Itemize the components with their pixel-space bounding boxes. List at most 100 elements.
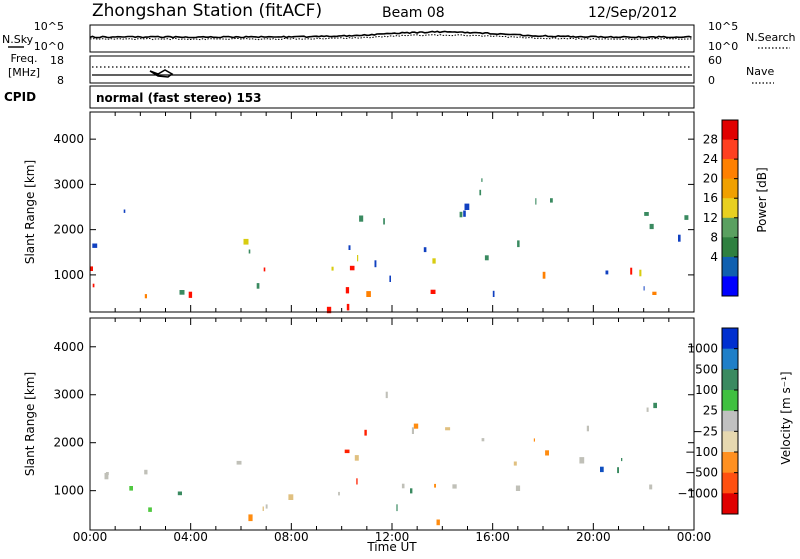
scatter-cell xyxy=(579,457,585,464)
scatter-cell xyxy=(364,429,367,436)
scatter-cell xyxy=(92,283,95,288)
scatter-cell xyxy=(684,215,689,220)
scatter-cell xyxy=(644,212,649,216)
nsky-tick-low: 10^0 xyxy=(34,40,64,53)
y-tick-label: 1000 xyxy=(53,484,84,498)
scatter-cell xyxy=(600,466,604,473)
x-tick-label: 20:00 xyxy=(576,530,611,544)
colorbar-tick-label: −25 xyxy=(693,424,718,438)
scatter-cell xyxy=(413,423,419,429)
scatter-cell xyxy=(92,243,98,248)
scatter-cell xyxy=(179,290,185,295)
x-tick-label: 00:00 xyxy=(73,530,108,544)
colorbar-swatch xyxy=(722,472,738,494)
scatter-cell xyxy=(248,514,253,522)
y-tick-label: 1000 xyxy=(53,268,84,282)
scatter-cell xyxy=(123,209,126,213)
colorbar-swatch xyxy=(722,493,738,515)
power-panel: 4000 3000 2000 1000 Slant Range [km] 28 24 20… xyxy=(23,111,769,314)
scatter-cell xyxy=(542,271,546,279)
power-frame xyxy=(89,111,695,313)
scatter-cell xyxy=(374,260,377,268)
velocity-colorbar-label: Velocity [m s⁻¹] xyxy=(779,371,793,464)
scatter-cell xyxy=(423,247,427,253)
colorbar-tick-label: 100 xyxy=(695,383,718,397)
scatter-cell xyxy=(348,245,351,250)
scatter-cell xyxy=(90,266,93,271)
colorbar-tick-label: −1000 xyxy=(677,486,718,500)
scatter-cell xyxy=(383,218,385,225)
colorbar-tick-label: 500 xyxy=(695,362,718,376)
nsearch-trace xyxy=(89,33,692,41)
scatter-cell xyxy=(144,294,147,299)
power-y-ticks: 4000 3000 2000 1000 xyxy=(53,132,694,282)
colorbar-tick-label: 1000 xyxy=(687,342,718,356)
freq-blip xyxy=(149,69,174,78)
power-colorbar: 28 24 20 16 12 8 4 xyxy=(703,119,739,297)
scatter-cell xyxy=(517,240,520,248)
y-tick-label: 4000 xyxy=(53,340,84,354)
scatter-cell xyxy=(410,488,413,494)
nsky-label: N.Sky xyxy=(2,33,34,46)
scatter-cell xyxy=(396,504,398,512)
scatter-cell xyxy=(357,255,359,262)
scatter-cell xyxy=(479,189,482,196)
freq-tick-low: 8 xyxy=(57,74,64,87)
y-tick-label: 3000 xyxy=(53,177,84,191)
scatter-cell xyxy=(481,178,483,182)
scatter-cell xyxy=(236,460,242,465)
scatter-cell xyxy=(535,198,537,205)
scatter-cell xyxy=(345,287,350,294)
cpid-text: normal (fast stereo) 153 xyxy=(96,91,262,105)
x-tick-label: 12:00 xyxy=(375,530,410,544)
scatter-cell xyxy=(359,215,364,222)
nave-label: Nave xyxy=(746,65,774,78)
colorbar-tick-label: 16 xyxy=(703,191,718,205)
nsky-panel: 10^5 10^0 N.Sky 10^5 10^0 N.Search xyxy=(2,20,796,53)
plot-title: Zhongshan Station (fitACF) xyxy=(92,1,322,21)
scatter-cell xyxy=(649,484,653,490)
scatter-cell xyxy=(104,473,109,480)
nsearch-label: N.Search xyxy=(746,31,796,44)
beam-label: Beam 08 xyxy=(382,5,445,21)
colorbar-swatch xyxy=(722,139,738,160)
freq-panel: Freq. [MHz] 18 8 60 0 Nave xyxy=(8,52,775,87)
nsky-tick-high: 10^5 xyxy=(34,20,64,33)
power-heatmap xyxy=(90,178,689,314)
nsearch-tick-high: 10^5 xyxy=(708,20,738,33)
colorbar-tick-label: 24 xyxy=(703,152,718,166)
scatter-cell xyxy=(550,198,553,203)
colorbar-tick-label: 20 xyxy=(703,172,718,186)
scatter-cell xyxy=(586,425,589,432)
x-tick-label: 16:00 xyxy=(475,530,510,544)
colorbar-swatch xyxy=(722,276,738,297)
colorbar-frame xyxy=(721,327,739,515)
scatter-cell xyxy=(331,266,334,271)
colorbar-tick-label: 25 xyxy=(703,404,718,418)
nave-tick-low: 0 xyxy=(708,74,715,87)
scatter-cell xyxy=(643,286,645,291)
x-axis-label: Time UT xyxy=(366,540,417,554)
scatter-cell xyxy=(678,234,681,242)
x-tick-label: 08:00 xyxy=(274,530,309,544)
scatter-cell xyxy=(243,238,249,245)
colorbar-tick-label: 8 xyxy=(710,230,718,244)
scatter-cell xyxy=(385,391,388,399)
scatter-cell xyxy=(389,275,391,282)
scatter-cell xyxy=(452,484,457,489)
velocity-colorbar: 1000 500 100 25 −25 −100 −500 −1000 xyxy=(677,327,739,515)
cpid-row: CPID normal (fast stereo) 153 xyxy=(4,85,695,109)
colorbar-swatch xyxy=(722,452,738,474)
colorbar-swatch xyxy=(722,256,738,277)
velocity-frame xyxy=(89,317,695,531)
x-tick-label: 04:00 xyxy=(173,530,208,544)
scatter-cell xyxy=(105,472,109,476)
colorbar-swatch xyxy=(722,178,738,199)
scatter-cell xyxy=(652,291,657,295)
scatter-cell xyxy=(148,507,152,512)
velocity-y-ticks: 4000 3000 2000 1000 xyxy=(53,340,694,498)
power-x-ticks xyxy=(89,112,695,312)
scatter-cell xyxy=(649,223,654,230)
scatter-cell xyxy=(617,467,619,474)
